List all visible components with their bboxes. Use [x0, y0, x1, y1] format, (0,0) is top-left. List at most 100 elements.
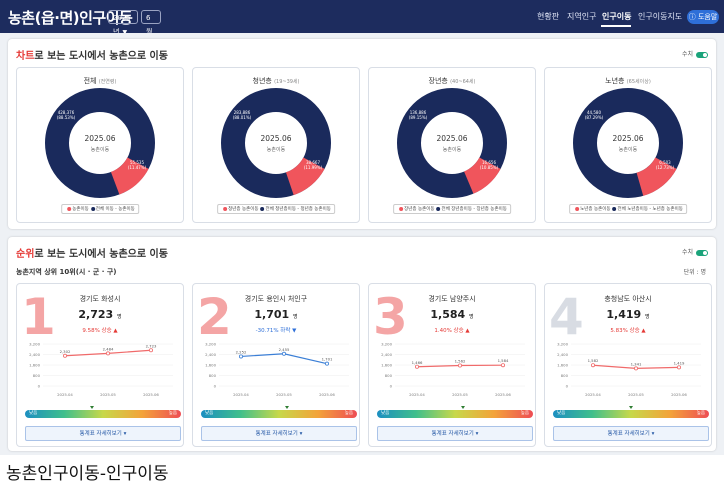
- legend-swatch-accent: [399, 206, 404, 211]
- donut-subtitle: (19~39세): [274, 79, 300, 85]
- trend-line-chart: 3,200 2,400 1,600 800 0 2025.04 2025.05 2025.06…: [205, 342, 349, 397]
- legend-item: 청년층 농촌이동: [228, 207, 259, 212]
- point-label: 1,584: [498, 358, 509, 363]
- donut-accent-label: 38,667 (11.99%): [303, 160, 323, 170]
- donut-card-title: 노년층 (65세이상): [545, 76, 711, 86]
- toggle-switch[interactable]: [696, 51, 708, 58]
- level-gauge: 낮음 높음: [377, 406, 533, 418]
- help-button[interactable]: ⓘ 도움말: [687, 10, 719, 24]
- donut-chart: 2025.06 농촌이동 136,886 (89.15%) 16,656 (10.85…: [397, 88, 507, 198]
- donut-main-label: 44,580 (87.29%): [584, 110, 604, 120]
- nav-regional-population[interactable]: 지역인구: [567, 12, 597, 21]
- x-tick-label: 2025.06: [495, 392, 511, 397]
- donut-card: 전체 (전연령) 2025.06 농촌이동 428,376 (88.53%) 55,53…: [16, 67, 184, 223]
- donut-accent-label: 6,503 (12.73%): [655, 160, 675, 170]
- top10-subtitle: 농촌지역 상위 10위(시 · 군 · 구): [16, 268, 117, 276]
- stats-detail-button[interactable]: 통계표 자세히보기 ▾: [377, 426, 533, 441]
- x-tick-label: 2025.04: [409, 392, 425, 397]
- y-tick-label: 3,200: [557, 342, 568, 347]
- gauge-high-label: 높음: [344, 411, 353, 416]
- stats-button-label: 통계표 자세히보기: [431, 431, 474, 437]
- donut-card-title: 장년층 (40~64세): [369, 76, 535, 86]
- donut-legend: 장년층 농촌이동 전체 장년층이동 - 장년층 농촌이동: [393, 204, 511, 214]
- toggle-switch[interactable]: [696, 249, 708, 256]
- value-unit: 명: [645, 314, 650, 320]
- nav-migration-map[interactable]: 인구이동지도: [638, 12, 683, 21]
- donut-legend: 농촌이동 전체 이동 - 농촌이동: [61, 204, 139, 214]
- migration-value: 1,701 명: [193, 308, 359, 321]
- level-gauge: 낮음 높음: [553, 406, 709, 418]
- value-toggle[interactable]: 수치: [682, 247, 708, 256]
- migration-value: 1,584 명: [369, 308, 535, 321]
- donut-accent-slice: [397, 88, 507, 198]
- value-toggle[interactable]: 수치: [682, 49, 708, 58]
- chevron-down-icon: ▾: [473, 431, 479, 437]
- x-tick-label: 2025.04: [585, 392, 601, 397]
- trend-point: [106, 351, 111, 356]
- y-tick-label: 3,200: [205, 342, 216, 347]
- change-rate: 5.83% 상승 ▲: [545, 326, 711, 334]
- title-accent: 차트: [16, 51, 35, 62]
- donut-main-label: 283,886 (88.01%): [232, 110, 252, 120]
- page-content: 차트로 보는 도시에서 농촌으로 이동 수치 전체 (전연령) 2025.06 농촌…: [0, 33, 724, 455]
- point-label: 1,562: [455, 358, 466, 363]
- value-unit: 명: [293, 314, 298, 320]
- donut-svg: [221, 88, 331, 198]
- donut-center-sublabel: 농촌이동: [266, 147, 286, 153]
- top-bar: 농촌(읍·면)인구이동 2025년▼ 6월▼ 현황판 지역인구 인구이동 인구이…: [0, 0, 724, 50]
- donut-center-label: 2025.06: [260, 134, 292, 143]
- gauge-low-label: 낮음: [381, 411, 390, 416]
- y-tick-label: 2,400: [205, 352, 216, 357]
- gauge-marker: [284, 406, 289, 409]
- stats-detail-button[interactable]: 통계표 자세히보기 ▾: [553, 426, 709, 441]
- region-name: 경기도 용인시 처인구: [244, 295, 308, 303]
- nav-migration[interactable]: 인구이동: [602, 12, 632, 21]
- point-label: 1,341: [631, 361, 642, 366]
- region-name: 경기도 화성시: [79, 295, 121, 303]
- gauge-marker: [90, 406, 95, 409]
- nav-dashboard[interactable]: 현황판: [537, 12, 560, 21]
- donut-title-text: 청년층: [252, 77, 272, 85]
- stats-detail-button[interactable]: 통계표 자세히보기 ▾: [201, 426, 357, 441]
- year-select[interactable]: 2025년▼: [108, 10, 138, 36]
- donut-main-slice: [45, 88, 155, 198]
- donut-svg: [573, 88, 683, 198]
- rank-number: 3: [373, 288, 408, 346]
- donut-accent-slice: [221, 88, 331, 198]
- y-tick-label: 3,200: [29, 342, 40, 347]
- y-tick-label: 2,400: [381, 352, 392, 357]
- stats-detail-button[interactable]: 통계표 자세히보기 ▾: [25, 426, 181, 441]
- chevron-down-icon: ▼: [122, 29, 127, 36]
- legend-item: 전체 이동 - 농촌이동: [95, 207, 135, 212]
- trend-point: [677, 365, 682, 370]
- point-label: 2,723: [146, 343, 157, 348]
- legend-swatch-main: [436, 206, 441, 211]
- x-tick-label: 2025.05: [276, 392, 292, 397]
- trend-line-chart: 3,200 2,400 1,600 800 0 2025.04 2025.05 2025.06…: [29, 342, 173, 397]
- change-rate: 9.58% 상승 ▲: [17, 326, 183, 334]
- legend-item: 전체 청년층이동 - 청년층 농촌이동: [265, 207, 331, 212]
- rank-number: 4: [549, 288, 584, 346]
- arrow-up-icon: ▲: [463, 328, 470, 334]
- rank-card: 1 경기도 화성시 2,723 명 9.58% 상승 ▲ 3,200 2,400 1,600…: [16, 283, 184, 447]
- donut-subtitle: (전연령): [98, 79, 117, 85]
- toggle-label: 수치: [681, 51, 693, 58]
- year-select-value: 2025년: [113, 14, 131, 36]
- donut-center-label: 2025.06: [84, 134, 116, 143]
- y-tick-label: 800: [33, 373, 41, 378]
- donut-center-sublabel: 농촌이동: [442, 147, 462, 153]
- gauge-marker: [460, 406, 465, 409]
- donut-subtitle: (65세이상): [626, 79, 651, 85]
- donut-svg: [45, 88, 155, 198]
- change-text: 9.58% 상승: [82, 328, 112, 334]
- donut-chart: 2025.06 농촌이동 44,580 (87.29%) 6,503 (12.73%): [573, 88, 683, 198]
- month-select[interactable]: 6월▼: [141, 10, 161, 50]
- value-number: 1,419: [606, 308, 642, 321]
- trend-point: [149, 348, 154, 353]
- x-tick-label: 2025.06: [319, 392, 335, 397]
- donut-center-label: 2025.06: [612, 134, 644, 143]
- legend-item: 전체 노년층이동 - 노년층 농촌이동: [617, 207, 683, 212]
- stats-button-label: 통계표 자세히보기: [607, 431, 650, 437]
- section-title-charts: 차트로 보는 도시에서 농촌으로 이동: [16, 47, 168, 62]
- legend-swatch-main: [260, 206, 265, 211]
